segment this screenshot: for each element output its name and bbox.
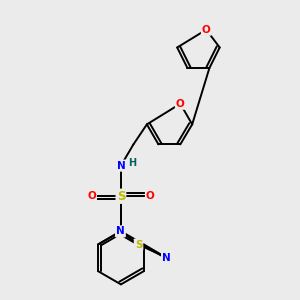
Text: O: O	[146, 191, 155, 201]
Text: S: S	[117, 190, 125, 203]
Text: O: O	[202, 25, 211, 35]
Text: S: S	[135, 239, 142, 250]
Text: O: O	[176, 99, 185, 109]
Text: N: N	[162, 253, 171, 263]
Text: H: H	[128, 158, 136, 167]
Text: N: N	[116, 226, 125, 236]
Text: O: O	[87, 191, 96, 201]
Text: N: N	[117, 160, 125, 171]
